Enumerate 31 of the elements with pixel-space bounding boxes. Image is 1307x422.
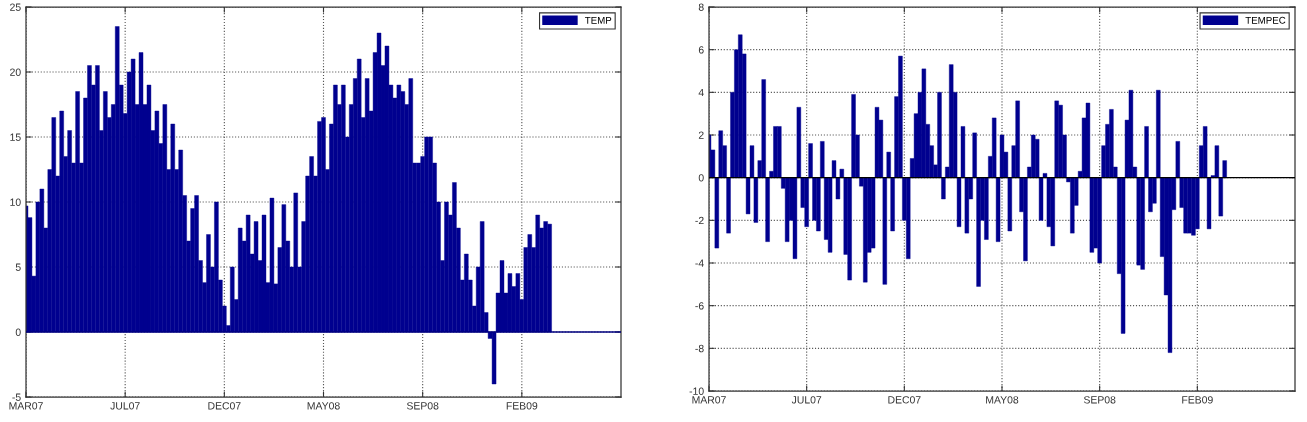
x-tick-label: SEP08 [1083, 396, 1116, 404]
y-tick-label: -8 [695, 344, 704, 353]
y-tick-label: 5 [15, 263, 21, 271]
y-tick-label: 0 [698, 174, 704, 182]
x-tick-label: JUL07 [110, 402, 140, 410]
y-tick-label: -4 [695, 259, 704, 267]
y-tick-label: -5 [12, 393, 21, 401]
x-tick-label: MAY08 [307, 402, 340, 410]
x-tick-label: DEC07 [888, 396, 921, 404]
x-tick-label: MAY08 [986, 396, 1019, 404]
x-tick-label: DEC07 [208, 402, 241, 410]
y-tick-label: 0 [15, 328, 21, 336]
y-tick-label: 8 [698, 3, 704, 11]
y-tick-label: -6 [695, 302, 704, 310]
y-tick-label: 2 [698, 131, 704, 139]
y-tick-label: 25 [10, 3, 21, 11]
y-tick-label: 10 [10, 198, 21, 206]
legend-label: TEMPEC [1245, 16, 1286, 24]
y-tick-label: 6 [698, 46, 704, 54]
x-tick-label: FEB09 [1182, 396, 1213, 404]
x-tick-label: MAR07 [9, 402, 43, 410]
x-tick-label: SEP08 [406, 402, 439, 410]
x-tick-label: JUL07 [791, 396, 822, 404]
y-tick-label: 20 [10, 68, 21, 76]
y-tick-label: -10 [689, 387, 704, 395]
legend-label: TEMP [584, 16, 612, 24]
x-tick-label: FEB09 [506, 402, 538, 410]
y-tick-label: 15 [10, 133, 21, 141]
y-tick-label: 4 [698, 88, 704, 97]
y-tick-label: -2 [695, 216, 704, 225]
x-tick-label: MAR07 [692, 396, 726, 404]
